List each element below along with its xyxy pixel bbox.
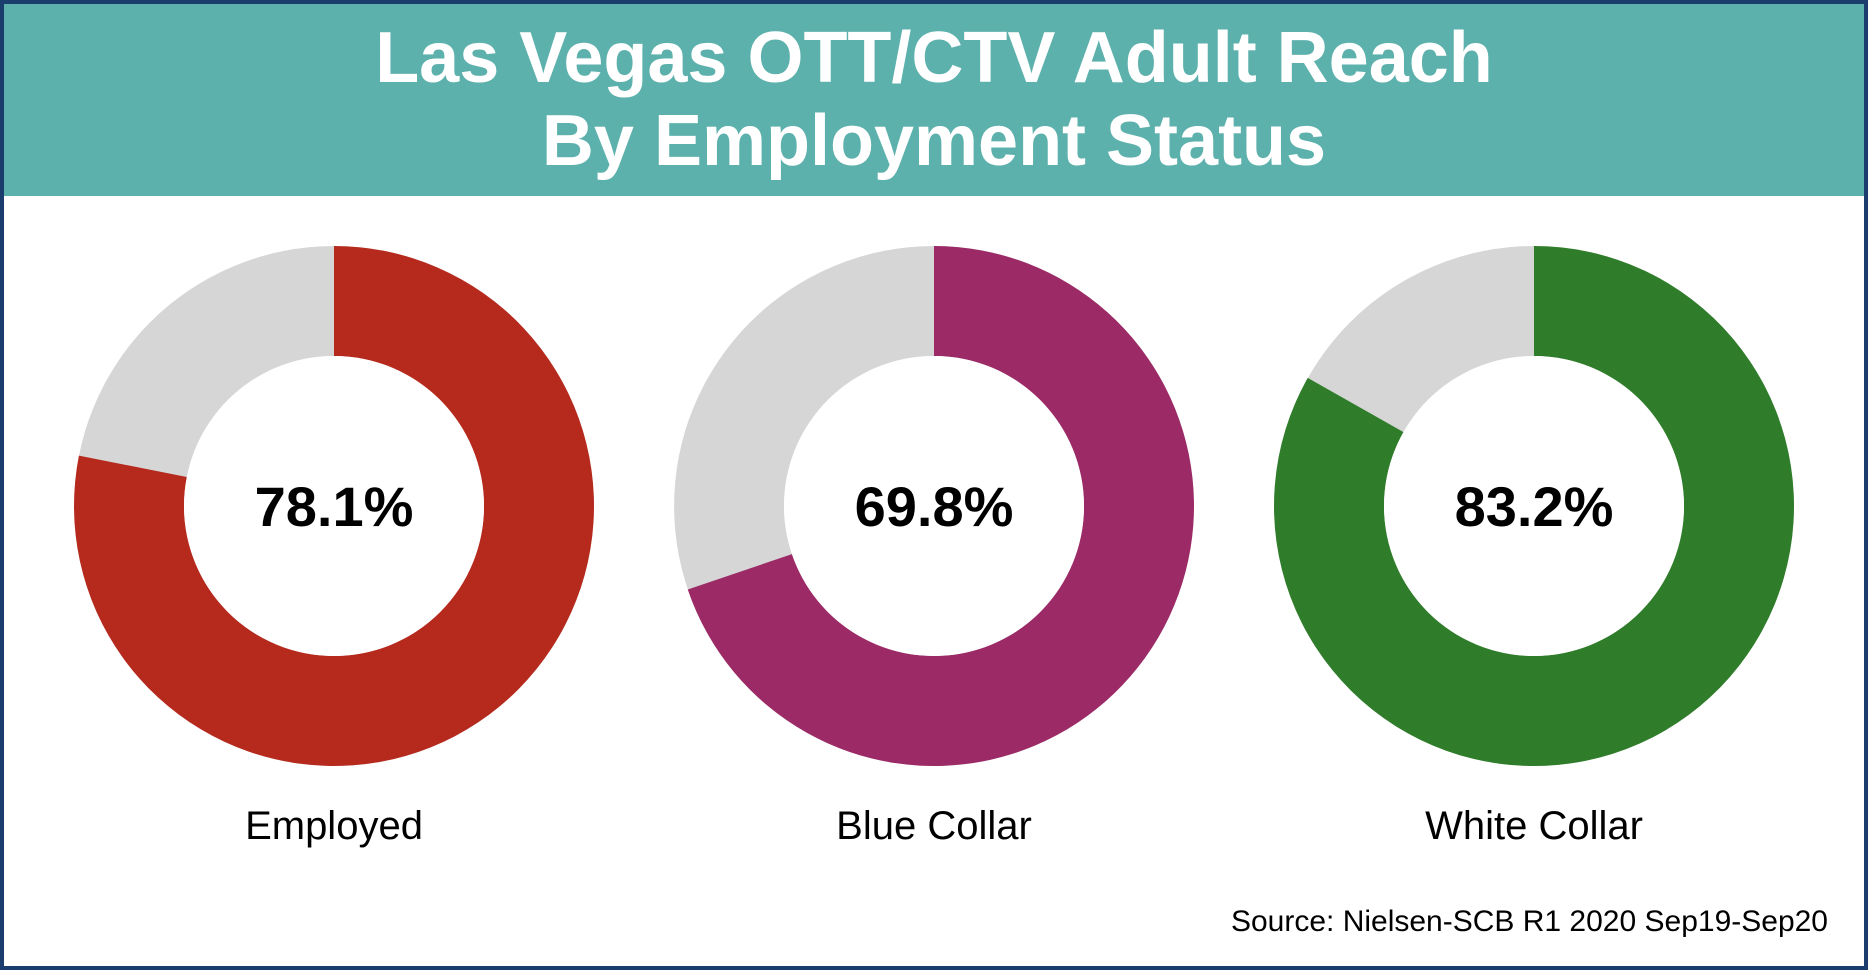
donut-label-blue-collar: Blue Collar — [836, 804, 1032, 849]
donut-value-white-collar: 83.2% — [1264, 236, 1804, 776]
donut-blue-collar: 69.8% Blue Collar — [654, 236, 1214, 849]
donut-white-collar: 83.2% White Collar — [1254, 236, 1814, 849]
donut-wrap-employed: 78.1% — [64, 236, 604, 776]
charts-row: 78.1% Employed 69.8% Blue Collar 83.2% White … — [4, 196, 1864, 886]
donut-wrap-white-collar: 83.2% — [1264, 236, 1804, 776]
chart-frame: Las Vegas OTT/CTV Adult Reach By Employm… — [0, 0, 1868, 970]
title-band: Las Vegas OTT/CTV Adult Reach By Employm… — [4, 4, 1864, 196]
donut-label-white-collar: White Collar — [1425, 804, 1643, 849]
source-text: Source: Nielsen-SCB R1 2020 Sep19-Sep20 — [1231, 905, 1828, 939]
donut-wrap-blue-collar: 69.8% — [664, 236, 1204, 776]
donut-label-employed: Employed — [245, 804, 423, 849]
donut-employed: 78.1% Employed — [54, 236, 614, 849]
title-line-1: Las Vegas OTT/CTV Adult Reach — [375, 17, 1493, 100]
donut-value-employed: 78.1% — [64, 236, 604, 776]
source-row: Source: Nielsen-SCB R1 2020 Sep19-Sep20 — [4, 886, 1864, 966]
title-line-2: By Employment Status — [542, 100, 1326, 183]
donut-value-blue-collar: 69.8% — [664, 236, 1204, 776]
